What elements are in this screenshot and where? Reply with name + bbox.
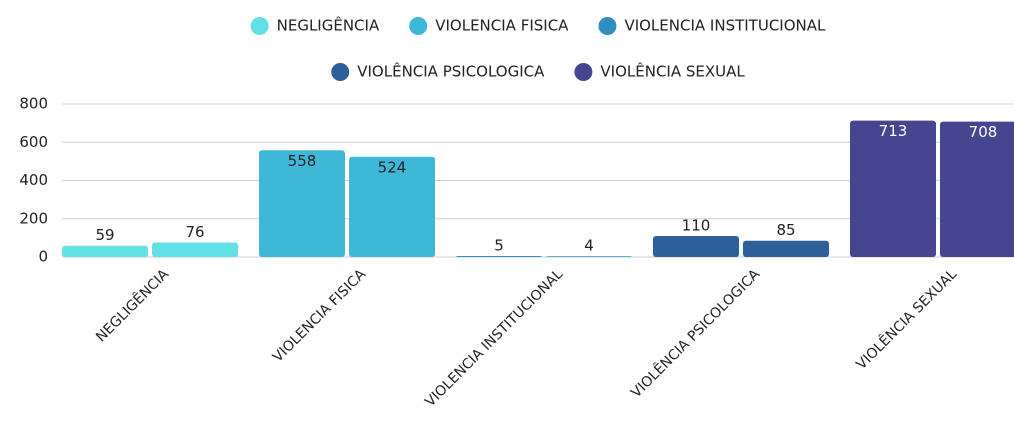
legend-item: NEGLIGÊNCIA [250, 16, 380, 35]
bar [546, 256, 632, 258]
bar [152, 242, 238, 257]
legend-label: VIOLÊNCIA SEXUAL [600, 62, 745, 81]
x-tick-label: VIOLÊNCIA SEXUAL [852, 265, 960, 373]
legend-item: VIOLÊNCIA PSICOLOGICA [331, 62, 545, 81]
y-tick-label: 400 [19, 171, 48, 189]
bar [743, 240, 829, 257]
legend-swatch [574, 63, 593, 81]
x-tick-label: VIOLÊNCIA PSICOLOGICA [627, 265, 764, 402]
bar [259, 150, 345, 257]
legend-swatch [598, 17, 617, 35]
legend-row: NEGLIGÊNCIA VIOLENCIA FISICA VIOLENCIA INS… [250, 16, 826, 35]
legend-item: VIOLÊNCIA SEXUAL [574, 62, 745, 81]
bar [349, 156, 435, 257]
legend-item: VIOLENCIA FISICA [409, 17, 569, 35]
bar [940, 121, 1014, 257]
bar [653, 235, 739, 257]
legend-swatch [250, 17, 269, 35]
legend-label: NEGLIGÊNCIA [277, 16, 380, 35]
x-tick-label: VIOLENCIA INSTITUCIONAL [422, 266, 566, 410]
data-label: 524 [378, 158, 407, 176]
data-label: 558 [288, 152, 317, 170]
y-tick-label: 800 [19, 95, 48, 113]
data-label: 59 [95, 226, 114, 244]
data-label: 4 [584, 237, 594, 255]
data-label: 708 [969, 123, 998, 141]
legend-label: VIOLENCIA INSTITUCIONAL [624, 17, 826, 35]
y-tick-label: 200 [19, 209, 48, 227]
legend-swatch [331, 63, 350, 81]
bar [62, 245, 148, 257]
legend-swatch [409, 17, 428, 35]
data-label: 110 [682, 216, 711, 234]
x-tick-label: NEGLIGÊNCIA [92, 265, 173, 346]
x-tick-label: VIOLENCIA FISICA [270, 266, 370, 366]
data-label: 76 [185, 223, 204, 241]
data-label: 85 [776, 221, 795, 239]
legend-label: VIOLÊNCIA PSICOLOGICA [357, 62, 545, 81]
legend-item: VIOLENCIA INSTITUCIONAL [598, 17, 826, 35]
data-label: 5 [494, 237, 504, 255]
y-tick-label: 0 [38, 248, 48, 266]
y-tick-label: 600 [19, 133, 48, 151]
bar [456, 256, 542, 257]
legend-row: VIOLÊNCIA PSICOLOGICA VIOLÊNCIA SEXUAL [331, 62, 745, 81]
data-label: 713 [879, 122, 908, 140]
bar [850, 120, 936, 257]
legend-label: VIOLENCIA FISICA [435, 17, 569, 35]
